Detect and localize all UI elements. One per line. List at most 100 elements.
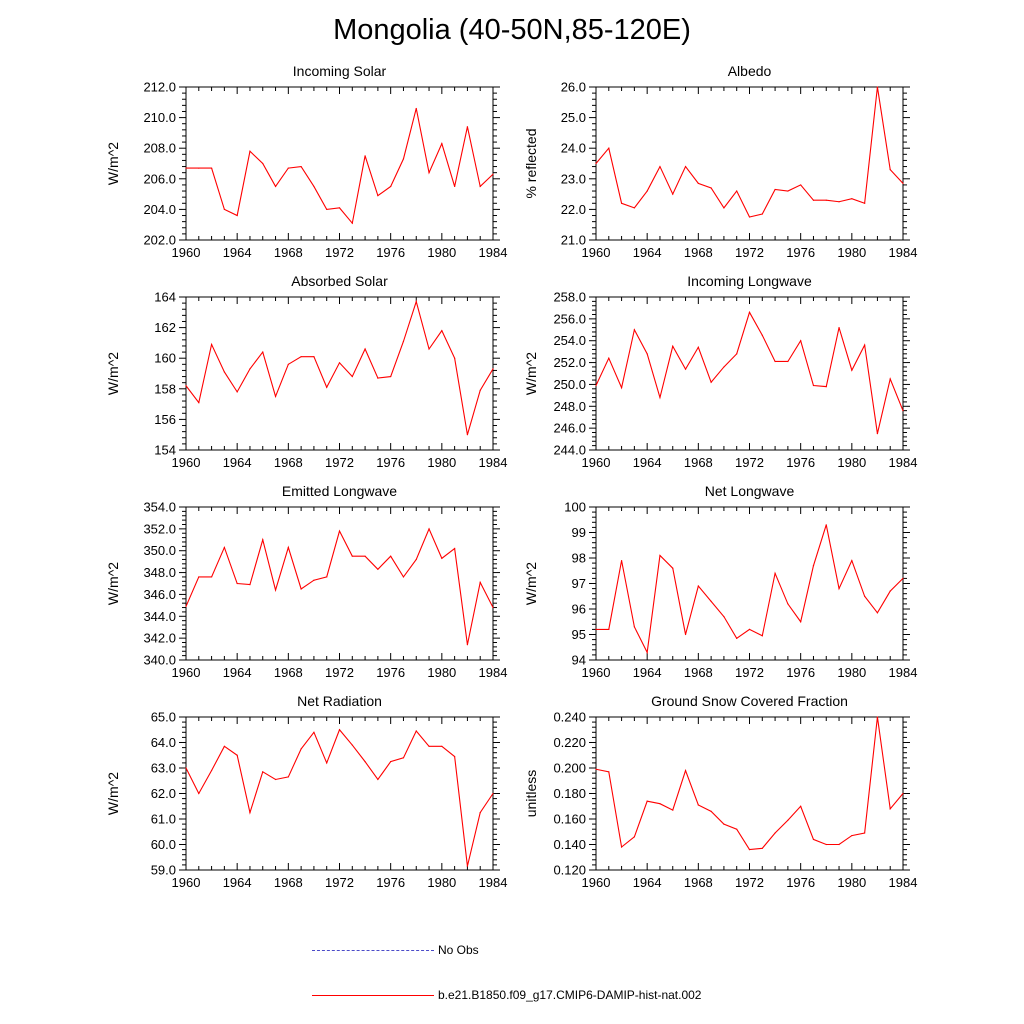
data-point bbox=[646, 353, 648, 355]
data-point bbox=[697, 585, 699, 587]
legend-model-run: b.e21.B1850.f09_g17.CMIP6-DAMIP-hist-nat… bbox=[312, 987, 701, 1003]
panel-ground-snow-covered-fraction: 1960 1964 1968 1972 1976 1980 1984 0.120 0.140 0.… bbox=[523, 693, 917, 890]
data-point bbox=[198, 401, 200, 404]
data-point bbox=[608, 771, 610, 773]
data-point bbox=[825, 386, 827, 388]
y-tick-label: 340.0 bbox=[143, 653, 176, 668]
x-tick-label: 1960 bbox=[172, 875, 201, 890]
data-point bbox=[697, 804, 699, 806]
x-tick-label: 1972 bbox=[325, 665, 354, 680]
x-tick-label: 1984 bbox=[889, 455, 918, 470]
data-point bbox=[377, 377, 379, 379]
y-tick-label: 160 bbox=[154, 351, 176, 366]
data-point bbox=[479, 185, 481, 188]
y-tick-label: 0.160 bbox=[553, 812, 586, 827]
y-axis-label: unitless bbox=[523, 770, 539, 817]
y-tick-label: 344.0 bbox=[143, 609, 176, 624]
data-point bbox=[736, 828, 738, 830]
x-tick-label: 1980 bbox=[427, 245, 456, 260]
data-point bbox=[274, 395, 277, 398]
data-point bbox=[646, 651, 648, 653]
data-point bbox=[761, 847, 763, 849]
data-point bbox=[889, 590, 891, 592]
data-point bbox=[684, 368, 687, 370]
data-point bbox=[620, 202, 623, 204]
data-point bbox=[428, 348, 430, 350]
x-tick-label: 1960 bbox=[582, 665, 611, 680]
x-tick-label: 1968 bbox=[274, 875, 303, 890]
x-tick-label: 1976 bbox=[376, 875, 405, 890]
panel-net-radiation: 1960 1964 1968 1972 1976 1980 1984 59.0 60.0 61.0… bbox=[105, 693, 507, 890]
legend-model-label: b.e21.B1850.f09_g17.CMIP6-DAMIP-hist-nat… bbox=[438, 988, 702, 1002]
chart-title: Emitted Longwave bbox=[282, 483, 397, 499]
x-tick-label: 1964 bbox=[633, 665, 662, 680]
y-tick-label: 96 bbox=[572, 602, 586, 617]
data-point bbox=[761, 635, 763, 637]
x-tick-label: 1980 bbox=[837, 875, 866, 890]
y-tick-label: 24.0 bbox=[561, 141, 586, 156]
x-tick-label: 1984 bbox=[889, 665, 918, 680]
data-point bbox=[454, 547, 456, 550]
data-point bbox=[889, 808, 891, 810]
data-point bbox=[876, 612, 879, 614]
y-tick-label: 23.0 bbox=[561, 171, 586, 186]
data-point bbox=[441, 330, 443, 332]
y-tick-label: 154 bbox=[154, 443, 176, 458]
x-tick-label: 1976 bbox=[376, 665, 405, 680]
x-tick-label: 1972 bbox=[735, 245, 764, 260]
x-tick-label: 1972 bbox=[325, 245, 354, 260]
data-point bbox=[800, 621, 802, 623]
legend-no-obs: No Obs bbox=[312, 942, 479, 958]
data-point bbox=[748, 628, 751, 631]
data-point bbox=[851, 834, 853, 837]
y-tick-label: 22.0 bbox=[561, 202, 586, 217]
y-tick-label: 62.0 bbox=[151, 786, 176, 801]
data-point bbox=[710, 810, 712, 812]
data-point bbox=[223, 745, 225, 747]
data-point bbox=[364, 348, 366, 350]
data-point bbox=[659, 803, 661, 805]
panel-absorbed-solar: 1960 1964 1968 1972 1976 1980 1984 154 156 158 160… bbox=[105, 273, 507, 470]
data-point bbox=[185, 767, 187, 769]
panel-incoming-longwave: 1960 1964 1968 1972 1976 1980 1984 244.0 246.0 24… bbox=[523, 273, 917, 470]
data-point bbox=[620, 559, 623, 562]
x-tick-label: 1968 bbox=[684, 455, 713, 470]
data-point bbox=[659, 165, 661, 168]
data-point bbox=[428, 528, 430, 530]
x-tick-label: 1964 bbox=[223, 875, 252, 890]
series-line bbox=[595, 310, 904, 434]
y-tick-label: 97 bbox=[572, 576, 586, 591]
data-point bbox=[415, 300, 417, 303]
data-point bbox=[710, 381, 712, 383]
y-tick-label: 26.0 bbox=[561, 80, 586, 95]
data-point bbox=[851, 369, 853, 371]
y-tick-label: 95 bbox=[572, 627, 586, 642]
data-point bbox=[262, 771, 264, 773]
y-axis-label: W/m^2 bbox=[105, 772, 121, 815]
y-tick-label: 248.0 bbox=[553, 399, 586, 414]
data-point bbox=[646, 800, 648, 802]
x-tick-label: 1968 bbox=[274, 455, 303, 470]
x-tick-label: 1984 bbox=[479, 665, 508, 680]
data-point bbox=[466, 126, 469, 128]
data-point bbox=[608, 357, 610, 359]
y-tick-label: 94 bbox=[572, 653, 586, 668]
x-tick-label: 1964 bbox=[633, 455, 662, 470]
y-axis-label: W/m^2 bbox=[105, 142, 121, 185]
data-point bbox=[748, 216, 751, 218]
data-point bbox=[723, 823, 725, 825]
x-tick-label: 1976 bbox=[786, 875, 815, 890]
data-point bbox=[223, 546, 225, 549]
x-tick-label: 1972 bbox=[735, 875, 764, 890]
y-tick-label: 162 bbox=[154, 320, 176, 335]
y-axis-label: W/m^2 bbox=[523, 352, 539, 395]
data-point bbox=[351, 375, 353, 378]
data-point bbox=[889, 378, 891, 380]
x-tick-label: 1984 bbox=[479, 455, 508, 470]
y-tick-label: 164 bbox=[154, 290, 176, 305]
x-tick-label: 1972 bbox=[325, 875, 354, 890]
y-tick-label: 350.0 bbox=[143, 543, 176, 558]
data-point bbox=[800, 184, 802, 186]
data-point bbox=[364, 761, 366, 763]
data-point bbox=[364, 555, 366, 557]
